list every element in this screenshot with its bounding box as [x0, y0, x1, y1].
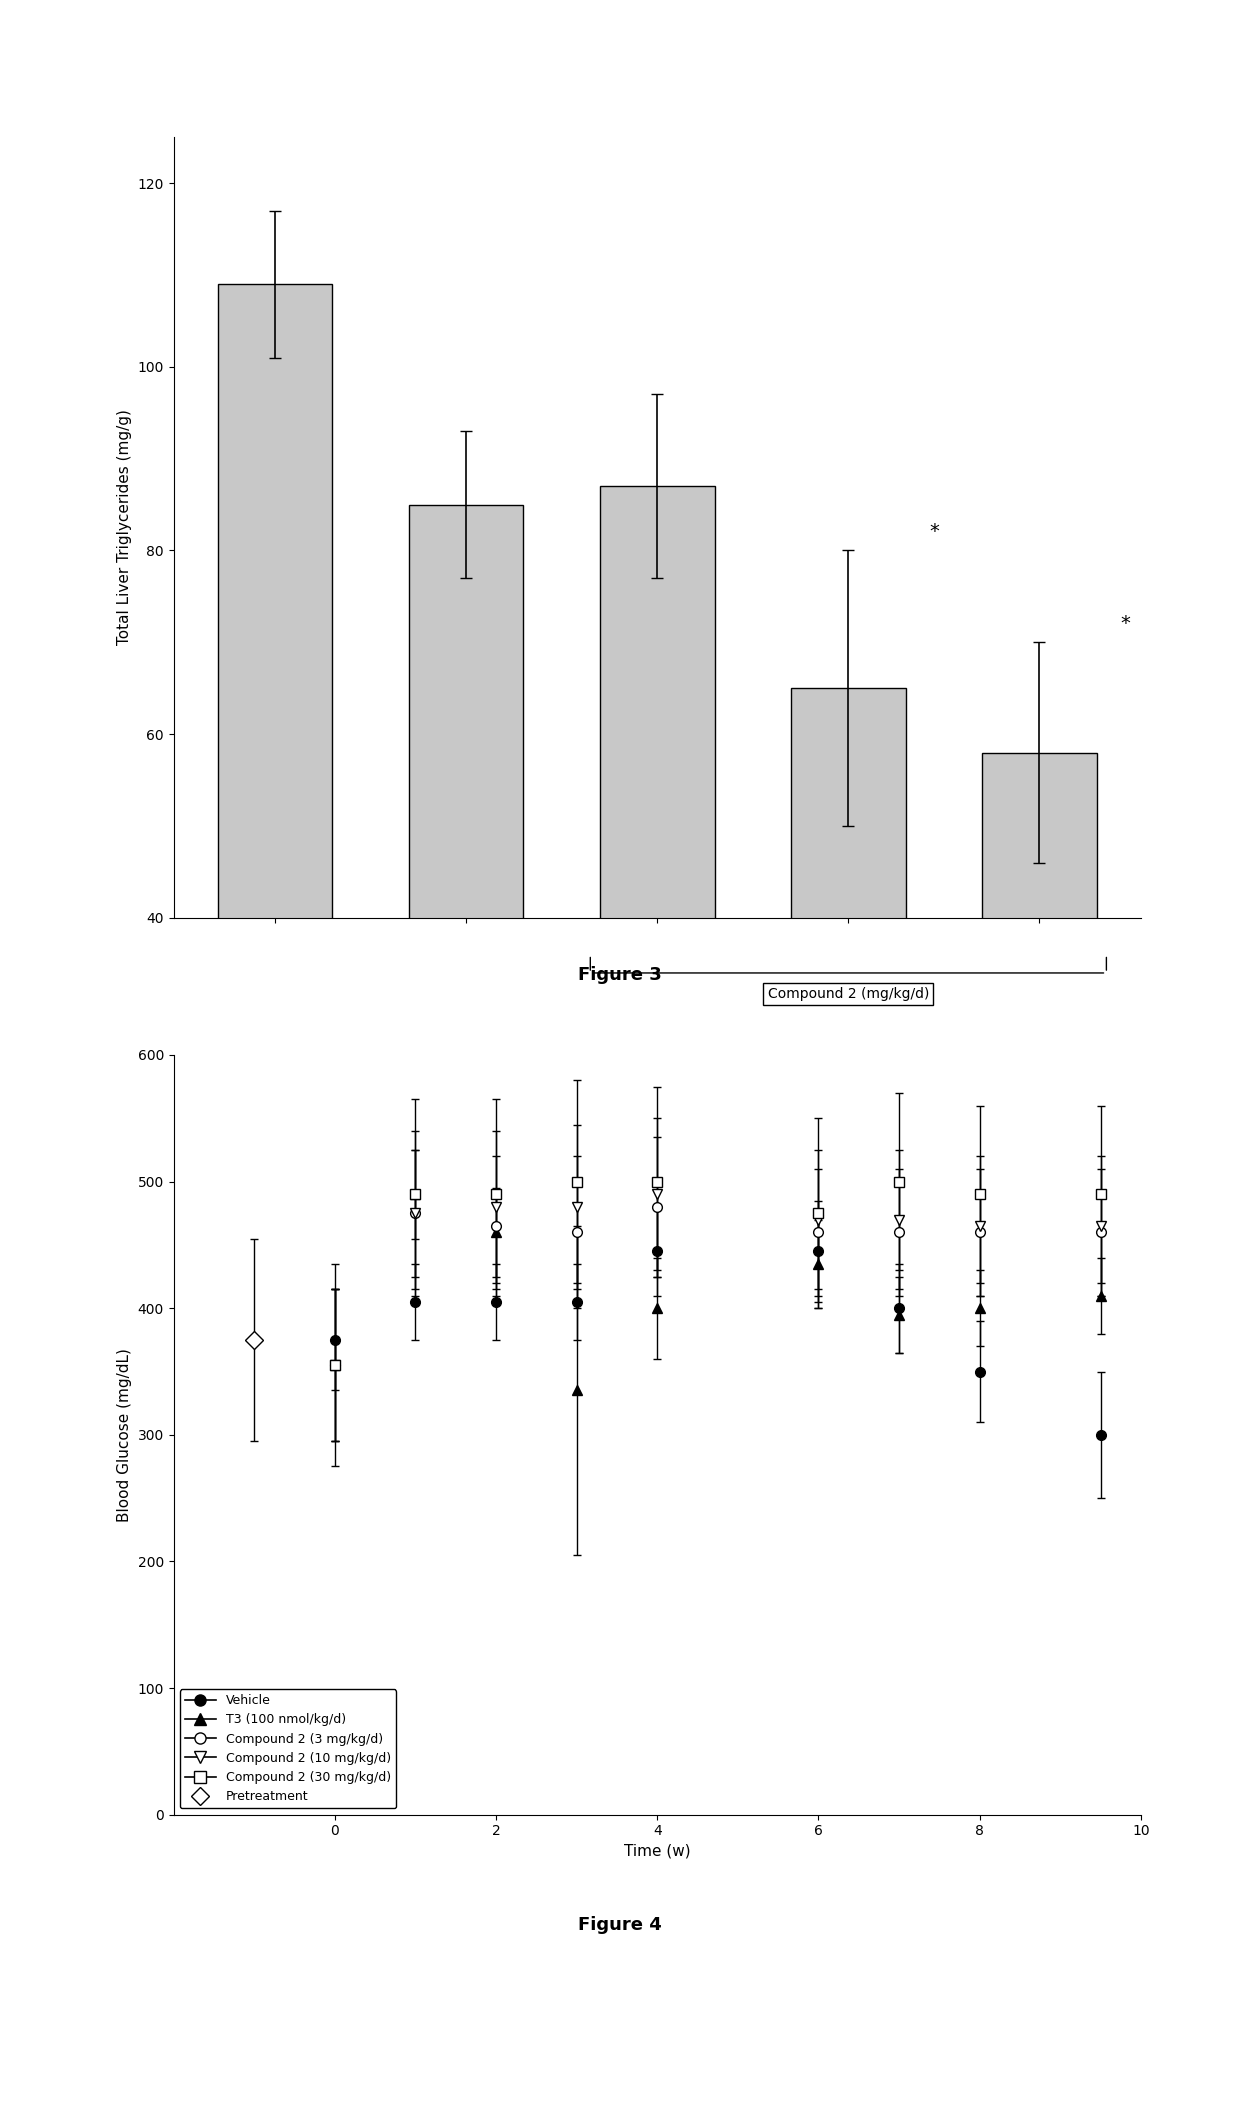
Text: *: * — [930, 523, 939, 542]
Bar — [217, 285, 332, 1285]
Y-axis label: Blood Glucose (mg/dL): Blood Glucose (mg/dL) — [117, 1348, 131, 1521]
Text: Compound 2 (mg/kg/d): Compound 2 (mg/kg/d) — [768, 987, 929, 1000]
Legend: Vehicle, T3 (100 nmol/kg/d), Compound 2 (3 mg/kg/d), Compound 2 (10 mg/kg/d), Co: Vehicle, T3 (100 nmol/kg/d), Compound 2 … — [180, 1690, 397, 1808]
Text: *: * — [1121, 614, 1131, 633]
Y-axis label: Total Liver Triglycerides (mg/g): Total Liver Triglycerides (mg/g) — [117, 409, 131, 646]
Text: Figure 3: Figure 3 — [578, 966, 662, 985]
Bar — [600, 485, 714, 1285]
Text: Figure 4: Figure 4 — [578, 1916, 662, 1935]
Bar — [409, 504, 523, 1285]
Bar — [791, 688, 905, 1285]
Bar — [982, 753, 1097, 1285]
X-axis label: Time (w): Time (w) — [624, 1844, 691, 1859]
